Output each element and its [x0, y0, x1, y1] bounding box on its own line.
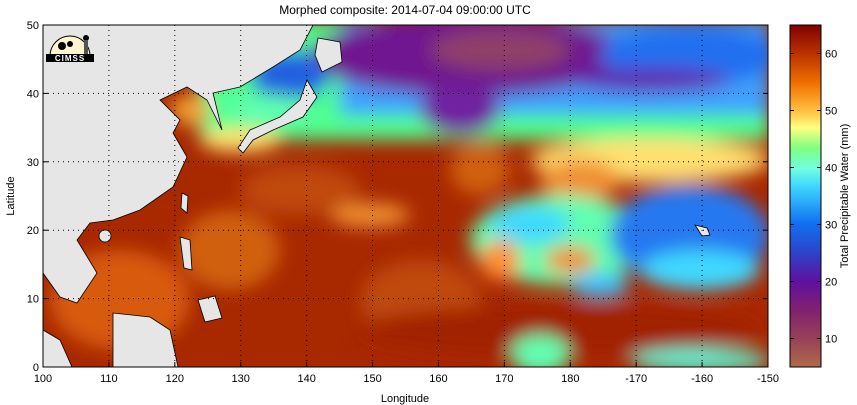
colorbar-tick-label: 30: [825, 220, 837, 232]
x-tick-label: -170: [625, 373, 647, 385]
y-axis-label: Latitude: [5, 176, 17, 215]
x-tick-label: 100: [34, 373, 52, 385]
cimss-logo: CIMSS: [46, 27, 94, 63]
plot-frame: [42, 24, 769, 368]
colorbar-gradient: [789, 24, 822, 368]
x-tick-label: 110: [100, 373, 118, 385]
map-title: Morphed composite: 2014-07-04 09:00:00 U…: [279, 3, 531, 17]
x-tick-label: 160: [429, 373, 447, 385]
land: [43, 25, 711, 367]
colorbar: 10 20 30 40 50 60 Total Precipitable Water (m…: [789, 24, 851, 368]
x-tick-label: 180: [561, 373, 579, 385]
y-axis: 0 10 20 30 40 50: [27, 20, 768, 374]
x-tick-label: 170: [495, 373, 513, 385]
y-tick-label: 0: [33, 362, 39, 374]
colorbar-tick-label: 50: [825, 106, 837, 118]
y-tick-label: 20: [27, 225, 39, 237]
y-tick-label: 40: [27, 88, 39, 100]
y-tick-label: 10: [27, 294, 39, 306]
x-axis-label: Longitude: [381, 393, 429, 405]
x-axis: 100 110 120 130 140 150 160 170 180 -170 -160 -150: [34, 362, 779, 385]
colorbar-tick-label: 20: [825, 277, 837, 289]
x-tick-label: 130: [232, 373, 250, 385]
x-tick-label: -150: [757, 373, 779, 385]
tpw-field: [43, 25, 768, 367]
colorbar-tick-label: 60: [825, 49, 837, 61]
y-tick-label: 50: [27, 20, 39, 32]
x-tick-label: 150: [363, 373, 381, 385]
x-tick-label: 140: [297, 373, 315, 385]
x-tick-label: 120: [166, 373, 184, 385]
colorbar-tick-label: 40: [825, 163, 837, 175]
x-tick-label: -160: [691, 373, 713, 385]
gridlines: [43, 25, 768, 367]
colorbar-tick-label: 10: [825, 334, 837, 346]
colorbar-label: Total Precipitable Water (mm): [839, 124, 851, 268]
svg-text:CIMSS: CIMSS: [55, 54, 85, 63]
y-tick-label: 30: [27, 157, 39, 169]
